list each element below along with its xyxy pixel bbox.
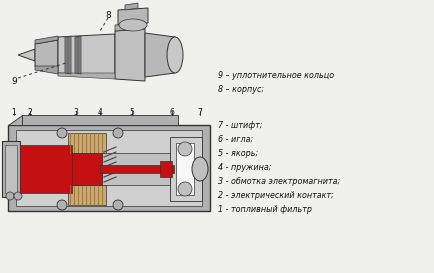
Ellipse shape <box>57 200 67 210</box>
Polygon shape <box>75 36 81 74</box>
Text: 6 - игла;: 6 - игла; <box>218 135 253 144</box>
Bar <box>100 165 174 173</box>
Bar <box>2 141 20 197</box>
Text: 7 - штифт;: 7 - штифт; <box>218 121 263 130</box>
Bar <box>68 185 106 205</box>
Text: 4 - пружина;: 4 - пружина; <box>218 163 272 172</box>
Ellipse shape <box>167 37 183 73</box>
Polygon shape <box>35 66 58 74</box>
Bar <box>16 130 202 206</box>
Bar <box>72 153 82 185</box>
Text: 8 – корпус;: 8 – корпус; <box>218 85 264 94</box>
Polygon shape <box>115 23 145 31</box>
Ellipse shape <box>178 142 192 156</box>
Text: 3 - обмотка электромагнита;: 3 - обмотка электромагнита; <box>218 177 340 186</box>
Ellipse shape <box>192 157 208 181</box>
Text: 4: 4 <box>98 108 102 117</box>
Text: 8: 8 <box>105 10 111 19</box>
Polygon shape <box>8 115 22 125</box>
Polygon shape <box>67 37 69 73</box>
Text: 5 - якорь;: 5 - якорь; <box>218 149 258 158</box>
Ellipse shape <box>113 128 123 138</box>
Polygon shape <box>115 29 145 81</box>
Text: 2 - электрический контакт;: 2 - электрический контакт; <box>218 191 334 200</box>
Polygon shape <box>35 36 58 44</box>
Bar <box>68 133 106 153</box>
Text: 2: 2 <box>28 108 33 117</box>
Bar <box>8 125 210 211</box>
Ellipse shape <box>14 192 22 200</box>
Bar <box>5 145 17 193</box>
Polygon shape <box>65 36 71 74</box>
Text: 3: 3 <box>73 108 79 117</box>
Text: 6: 6 <box>170 108 174 117</box>
Bar <box>20 145 72 193</box>
Ellipse shape <box>113 200 123 210</box>
Polygon shape <box>58 73 115 79</box>
Bar <box>102 153 170 185</box>
Polygon shape <box>145 33 175 77</box>
Bar <box>160 161 172 177</box>
Text: 9: 9 <box>11 76 17 85</box>
Polygon shape <box>35 40 58 70</box>
Text: 1 - топливный фильтр: 1 - топливный фильтр <box>218 205 312 214</box>
Text: 5: 5 <box>130 108 135 117</box>
Bar <box>170 137 202 201</box>
Polygon shape <box>77 37 79 73</box>
Ellipse shape <box>57 128 67 138</box>
Bar <box>72 153 102 185</box>
Polygon shape <box>125 3 138 10</box>
Text: 1: 1 <box>12 108 16 117</box>
Bar <box>22 115 178 125</box>
Polygon shape <box>18 49 35 61</box>
Ellipse shape <box>178 182 192 196</box>
Ellipse shape <box>119 19 147 31</box>
Ellipse shape <box>6 192 14 200</box>
Bar <box>176 143 194 195</box>
Polygon shape <box>118 8 148 25</box>
Text: 9 – уплотнительное кольцо: 9 – уплотнительное кольцо <box>218 71 334 80</box>
Polygon shape <box>58 34 115 76</box>
Text: 7: 7 <box>197 108 202 117</box>
